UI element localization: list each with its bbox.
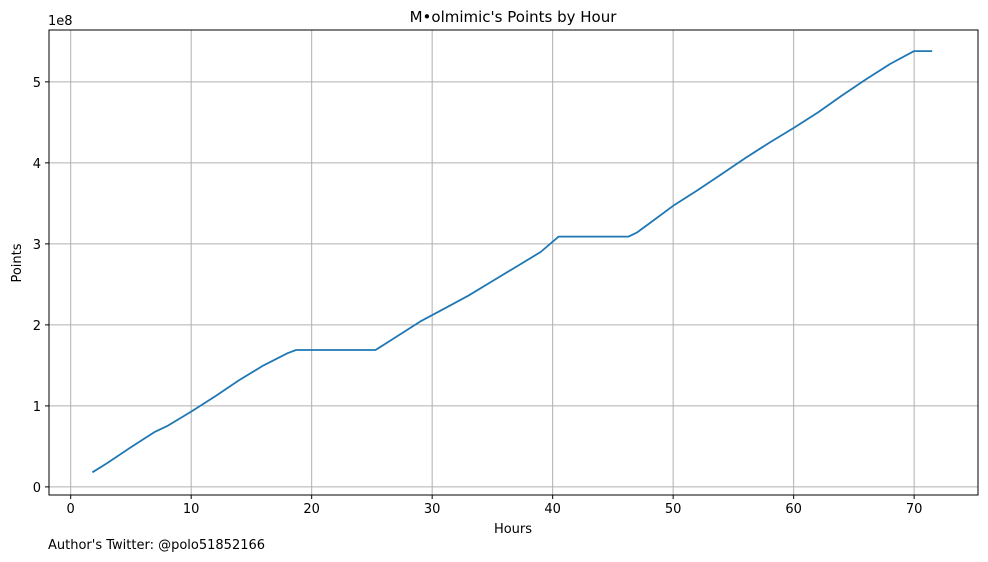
series-layer [91, 50, 933, 474]
x-tick-label: 40 [544, 502, 561, 517]
chart-title: M•olmimic's Points by Hour [410, 8, 618, 26]
x-tick-label: 10 [183, 502, 200, 517]
x-tick-label: 20 [303, 502, 320, 517]
y-tick-label: 1 [33, 400, 41, 415]
x-tick-label: 50 [665, 502, 682, 517]
plot-frame [48, 29, 979, 496]
x-axis-label: Hours [494, 522, 532, 537]
x-tick-label: 0 [67, 502, 75, 517]
y-tick-label: 4 [33, 157, 41, 172]
x-tick-label: 70 [906, 502, 923, 517]
x-tick-label: 30 [424, 502, 441, 517]
grid-lines [49, 30, 978, 495]
y-axis-label: Points [10, 243, 25, 282]
series-line-points [91, 50, 933, 474]
y-tick-label: 0 [33, 481, 41, 496]
y-tick-label: 2 [33, 319, 41, 334]
y-tick-label: 5 [33, 76, 41, 91]
y-tick-label: 3 [33, 238, 41, 253]
y-offset-label: 1e8 [48, 14, 73, 29]
axis-ticks: 0 10 20 30 40 50 60 70 0 1 2 3 4 5 [33, 76, 923, 517]
author-twitter-footer: Author's Twitter: @polo51852166 [48, 538, 266, 553]
x-tick-label: 60 [785, 502, 802, 517]
